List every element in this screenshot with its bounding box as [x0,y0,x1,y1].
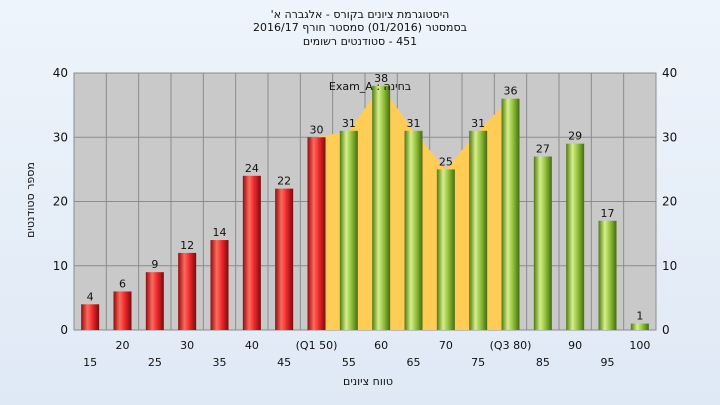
x-tick-label-1: 15 [83,356,97,369]
bar-15 [533,156,552,330]
data-label-16: 29 [568,130,582,143]
data-label-3: 9 [151,258,158,271]
bar-10 [372,85,391,330]
bar-5 [210,240,229,330]
data-label-9: 31 [342,117,356,130]
bar-3 [145,272,164,330]
y-tick-label-left: 0 [60,323,68,337]
data-label-13: 31 [471,117,485,130]
x-tick-label-2: 20 [116,339,130,352]
bar-7 [275,188,294,330]
x-tick-label-14: (Q3 80) [490,339,532,352]
x-tick-label-9: 55 [342,356,356,369]
data-label-7: 22 [277,175,291,188]
y-tick-label-right: 0 [662,323,670,337]
annotation-label: בחינה : Exam_A [329,80,411,93]
data-label-1: 4 [87,290,94,303]
data-label-14: 36 [504,85,518,98]
data-label-11: 31 [407,117,421,130]
y-ticks-right: 0 10 20 30 40 [662,66,677,337]
bar-14 [501,98,520,330]
x-tick-label-5: 35 [213,356,227,369]
bar-2 [113,291,132,330]
x-tick-label-6: 40 [245,339,259,352]
data-label-10: 38 [374,72,388,85]
x-tick-label-18: 100 [629,339,650,352]
bar-13 [469,130,488,330]
data-label-6: 24 [245,162,259,175]
y-axis-label: מספר סטודנטים [24,162,37,238]
y-tick-label-left: 10 [53,259,68,273]
bar-4 [178,252,197,330]
bar-12 [436,169,455,330]
bar-6 [242,175,261,330]
data-label-15: 27 [536,143,550,156]
x-tick-label-7: 45 [277,356,291,369]
x-tick-label-4: 30 [180,339,194,352]
x-tick-label-16: 90 [568,339,582,352]
data-labels: 4 6 9 12 14 24 22 30 31 38 31 25 31 36 27 29 17 1 [87,72,644,323]
x-tick-label-15: 85 [536,356,550,369]
x-tick-label-11: 65 [407,356,421,369]
x-tick-label-13: 75 [471,356,485,369]
x-tick-label-17: 95 [601,356,615,369]
bar-11 [404,130,423,330]
y-ticks-left: 0 10 20 30 40 [53,66,68,337]
y-tick-label-right: 10 [662,259,677,273]
x-tick-label-3: 25 [148,356,162,369]
bar-18 [630,323,649,330]
x-tick-label-12: 70 [439,339,453,352]
y-tick-label-left: 20 [53,195,68,209]
x-axis-label: טווח ציונים [343,375,393,388]
title-line-1: היסטוגרמת ציונים בקורס - אלגברה א' [271,8,450,21]
y-tick-label-right: 20 [662,195,677,209]
y-tick-label-right: 30 [662,130,677,144]
x-ticks: 15 20 25 30 35 40 45 (Q1 50) 55 60 65 70 75 (Q3 80) 85… [83,339,650,369]
data-label-5: 14 [213,226,227,239]
data-label-17: 17 [601,207,615,220]
data-label-8: 30 [310,123,324,136]
chart-title: היסטוגרמת ציונים בקורס - אלגברה א' בסמסט… [253,8,467,48]
bar-9 [339,130,358,330]
data-label-2: 6 [119,277,126,290]
y-tick-label-right: 40 [662,66,677,80]
bars [81,85,649,330]
title-line-3: 451 - סטודנטים רשומים [303,35,417,48]
data-label-4: 12 [180,239,194,252]
bar-16 [566,143,585,330]
bar-17 [598,220,617,330]
y-tick-label-left: 30 [53,130,68,144]
data-label-12: 25 [439,155,453,168]
x-tick-label-10: 60 [374,339,388,352]
bar-1 [81,304,100,330]
y-tick-label-left: 40 [53,66,68,80]
bar-8 [307,137,326,330]
title-line-2: בסמסטר (01/2016) סמסטר חורף 2016/17 [253,21,467,34]
data-label-18: 1 [636,310,643,323]
x-tick-label-8: (Q1 50) [296,339,338,352]
